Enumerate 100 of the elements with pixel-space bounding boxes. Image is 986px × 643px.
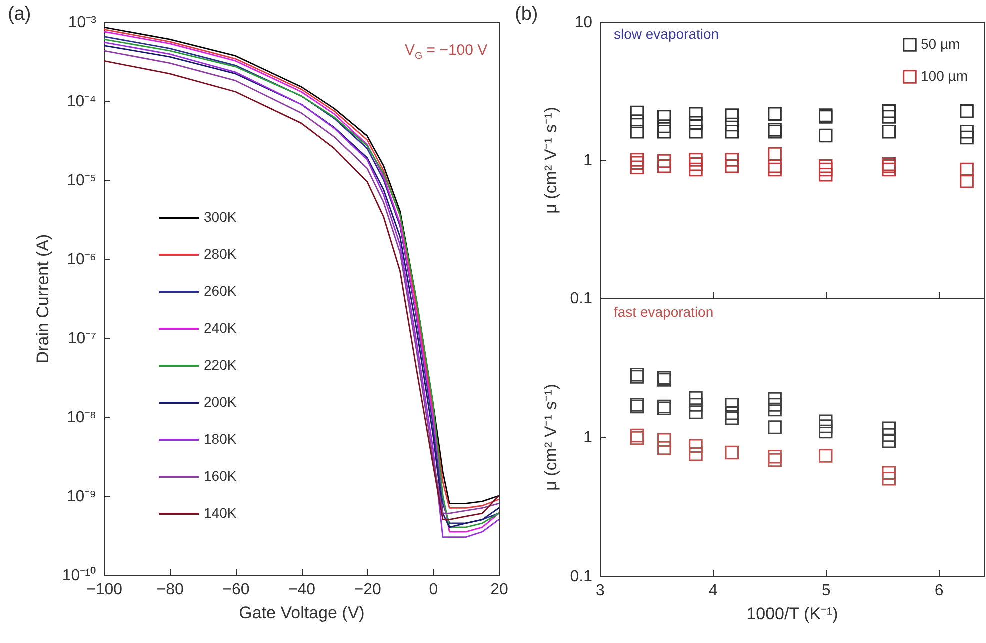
point bbox=[689, 406, 703, 420]
x-tick-label: −100 bbox=[86, 582, 123, 598]
point bbox=[960, 124, 974, 139]
point bbox=[658, 110, 672, 124]
point bbox=[689, 439, 703, 453]
legend-label: 140K bbox=[204, 505, 238, 521]
x-tick-label: −80 bbox=[156, 582, 184, 598]
point bbox=[658, 441, 672, 456]
point bbox=[630, 106, 644, 120]
point bbox=[630, 370, 644, 384]
point bbox=[768, 392, 782, 406]
point bbox=[882, 162, 896, 177]
point bbox=[725, 159, 740, 174]
y-axis-title: Drain Current (A) bbox=[33, 234, 52, 364]
point bbox=[768, 450, 782, 464]
point bbox=[725, 398, 740, 412]
legend-label: 100 µm bbox=[921, 68, 968, 84]
x-tick-label: 6 bbox=[934, 582, 944, 600]
legend-label: 260K bbox=[204, 283, 238, 299]
point bbox=[882, 434, 896, 448]
point bbox=[630, 114, 644, 128]
point bbox=[960, 130, 974, 145]
y-tick-label: 10⁻⁶ bbox=[67, 252, 96, 268]
y-tick-label: 10⁻⁴ bbox=[66, 94, 97, 110]
y-tick-label: 10⁻¹⁰ bbox=[62, 566, 96, 584]
point bbox=[725, 124, 740, 139]
point bbox=[689, 162, 703, 177]
point bbox=[725, 446, 740, 460]
point bbox=[819, 414, 833, 428]
point bbox=[725, 108, 740, 122]
point bbox=[768, 107, 782, 121]
point bbox=[819, 159, 833, 174]
point bbox=[658, 159, 672, 174]
x-tick-label: −20 bbox=[354, 582, 382, 598]
y-tick-label: 10⁻⁵ bbox=[67, 172, 96, 190]
point bbox=[768, 402, 782, 417]
x-tick-label: 0 bbox=[429, 582, 438, 598]
annotation: V$_{G}$ = −100 V bbox=[405, 42, 488, 62]
legend-label: 300K bbox=[204, 209, 238, 225]
point bbox=[882, 472, 896, 486]
point bbox=[882, 110, 896, 124]
point bbox=[882, 422, 896, 436]
annotation: fast evaporation bbox=[614, 304, 714, 320]
y-tick-label: 10⁻⁷ bbox=[68, 330, 97, 348]
legend-label: 160K bbox=[204, 468, 238, 484]
point bbox=[819, 168, 833, 182]
point bbox=[630, 368, 644, 382]
point bbox=[725, 153, 740, 167]
point bbox=[819, 420, 833, 434]
y-tick-label: 10 bbox=[574, 14, 593, 32]
legend-label: 50 µm bbox=[921, 36, 960, 52]
point bbox=[819, 162, 833, 177]
point bbox=[689, 398, 703, 412]
point bbox=[768, 162, 782, 177]
x-tick-label: 20 bbox=[490, 582, 508, 598]
y-axis-title: μ (cm² V⁻¹ s⁻¹) bbox=[541, 107, 560, 214]
point bbox=[630, 153, 644, 167]
legend-label: 200K bbox=[204, 394, 238, 410]
point bbox=[819, 449, 833, 463]
legend-label: 240K bbox=[204, 320, 238, 336]
y-tick-label: 1 bbox=[584, 152, 593, 170]
point bbox=[768, 453, 782, 468]
x-tick-label: 3 bbox=[596, 582, 606, 600]
y-axis-title: μ (cm² V⁻¹ s⁻¹) bbox=[541, 384, 560, 491]
y-tick-label: 10⁻⁹ bbox=[66, 488, 96, 506]
y-tick-label: 0.1 bbox=[570, 568, 593, 586]
legend-label: 220K bbox=[204, 357, 238, 373]
point bbox=[689, 153, 703, 167]
point bbox=[768, 398, 782, 412]
point bbox=[725, 412, 740, 426]
x-tick-label: −60 bbox=[222, 582, 250, 598]
point bbox=[768, 420, 782, 434]
point bbox=[689, 107, 703, 121]
x-tick-label: 5 bbox=[822, 582, 831, 600]
point bbox=[658, 433, 672, 447]
x-tick-label: −40 bbox=[288, 582, 316, 598]
point bbox=[689, 157, 703, 172]
point bbox=[689, 124, 703, 139]
y-tick-label: 1 bbox=[584, 430, 593, 446]
y-tick-label: 10⁻³ bbox=[68, 14, 98, 32]
x-tick-label: 4 bbox=[708, 582, 718, 600]
point bbox=[882, 466, 896, 480]
point bbox=[658, 124, 672, 139]
text: (b) bbox=[515, 4, 538, 26]
x-axis-title: Gate Voltage (V) bbox=[239, 604, 365, 622]
point bbox=[960, 104, 974, 118]
x-axis-title: 1000/T (K⁻¹) bbox=[746, 604, 838, 624]
point bbox=[768, 159, 782, 174]
point bbox=[630, 156, 644, 170]
legend-label: 180K bbox=[204, 431, 238, 447]
point bbox=[882, 124, 896, 139]
point bbox=[768, 147, 782, 162]
y-tick-label: 10⁻⁸ bbox=[66, 410, 96, 426]
point bbox=[819, 424, 833, 439]
point bbox=[630, 124, 644, 139]
point bbox=[819, 128, 833, 143]
point bbox=[689, 391, 703, 406]
point bbox=[630, 431, 644, 446]
point bbox=[689, 116, 703, 130]
point bbox=[725, 118, 740, 132]
